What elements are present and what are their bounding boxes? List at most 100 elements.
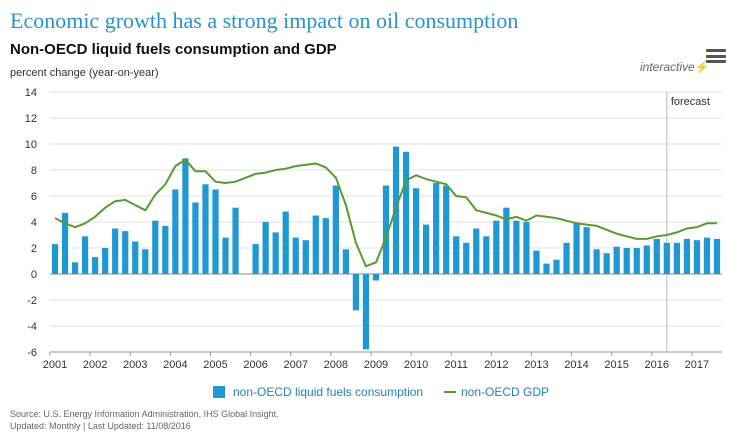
bar <box>493 220 500 274</box>
bar <box>412 188 420 274</box>
bar <box>513 220 520 274</box>
bar <box>443 185 450 274</box>
x-tick-label: 2014 <box>564 359 588 371</box>
bar <box>112 228 119 274</box>
legend-label-consumption: non-OECD liquid fuels consumption <box>233 385 423 399</box>
bar <box>222 237 229 274</box>
bar <box>583 227 590 274</box>
bar <box>81 236 89 274</box>
y-axis-label: percent change (year-on-year) <box>10 67 159 79</box>
bar <box>132 241 139 274</box>
bar <box>232 207 239 274</box>
x-tick-label: 2015 <box>604 359 628 371</box>
bar <box>292 237 299 274</box>
bar <box>102 248 109 274</box>
bar <box>362 274 370 350</box>
bar <box>693 240 701 274</box>
bar <box>372 274 380 281</box>
bar <box>423 224 430 274</box>
bar <box>663 242 670 274</box>
bar-series <box>51 146 721 350</box>
bar <box>272 232 279 274</box>
bar <box>352 274 360 311</box>
bar <box>523 222 530 274</box>
forecast-label: forecast <box>671 96 710 108</box>
bar <box>51 244 59 274</box>
bar <box>322 218 329 274</box>
source-text: Source: U.S. Energy Information Administ… <box>10 409 279 419</box>
bar <box>543 263 550 274</box>
y-tick-label: -4 <box>27 321 37 333</box>
bar <box>433 183 440 274</box>
bar <box>573 223 580 274</box>
y-tick-label: 0 <box>31 269 37 281</box>
interactive-link[interactable]: interactive⚡ <box>640 60 710 74</box>
bar <box>202 184 209 274</box>
x-tick-label: 2009 <box>364 359 388 371</box>
interactive-label: interactive <box>640 60 695 74</box>
bar <box>262 222 269 274</box>
y-tick-label: 6 <box>31 191 37 203</box>
x-tick-label: 2013 <box>524 359 548 371</box>
bar <box>453 236 460 274</box>
x-tick-label: 2002 <box>83 359 107 371</box>
bar <box>603 253 610 274</box>
bar <box>302 240 309 274</box>
bar <box>683 238 691 274</box>
bar <box>713 238 721 274</box>
bar <box>142 249 149 274</box>
bar <box>563 242 570 274</box>
x-tick-label: 2006 <box>243 359 267 371</box>
bar <box>61 212 69 274</box>
x-tick-label: 2007 <box>283 359 307 371</box>
y-tick-label: 14 <box>25 87 37 99</box>
y-tick-label: -6 <box>27 347 37 359</box>
x-tick-label: 2016 <box>645 359 669 371</box>
updated-text: Updated: Monthly | Last Updated: 11/08/2… <box>10 421 191 431</box>
bar <box>623 248 630 274</box>
bar <box>703 237 711 274</box>
bar <box>402 151 410 274</box>
x-tick-label: 2008 <box>324 359 348 371</box>
page-headline: Economic growth has a strong impact on o… <box>10 8 519 33</box>
x-tick-label: 2005 <box>203 359 227 371</box>
bar <box>503 207 510 274</box>
y-tick-label: 2 <box>31 243 37 255</box>
bar <box>71 262 79 274</box>
y-tick-label: 12 <box>25 113 37 125</box>
lightning-bolt-icon: ⚡ <box>694 60 710 74</box>
x-tick-label: 2012 <box>484 359 508 371</box>
bar <box>473 228 480 274</box>
bar <box>152 220 159 274</box>
bar <box>673 242 680 274</box>
bar <box>332 185 339 274</box>
bar <box>162 225 169 274</box>
y-tick-label: 4 <box>31 217 37 229</box>
bar <box>643 245 650 274</box>
bar <box>483 236 490 274</box>
bar <box>282 211 289 274</box>
bar <box>172 189 179 274</box>
bar <box>633 248 640 274</box>
x-tick-label: 2004 <box>163 359 187 371</box>
x-tick-label: 2017 <box>685 359 709 371</box>
x-tick-label: 2010 <box>404 359 428 371</box>
line-series <box>54 158 717 268</box>
chart-title: Non-OECD liquid fuels consumption and GD… <box>10 41 337 58</box>
x-tick-label: 2001 <box>43 359 67 371</box>
bar <box>382 185 390 274</box>
y-tick-label: 10 <box>25 139 37 151</box>
hamburger-menu-icon[interactable] <box>706 49 726 65</box>
bar <box>342 249 349 274</box>
bar <box>212 189 219 274</box>
bar <box>182 158 189 274</box>
y-tick-label: -2 <box>27 295 37 307</box>
bar <box>92 257 99 274</box>
legend: non-OECD liquid fuels consumption non-OE… <box>213 385 549 399</box>
source-note: Source: U.S. Energy Information Administ… <box>10 408 279 432</box>
gdp-line <box>54 158 717 268</box>
legend-bar-swatch <box>213 386 225 398</box>
bar <box>553 259 560 274</box>
y-tick-label: 8 <box>31 165 37 177</box>
bar <box>533 250 540 274</box>
